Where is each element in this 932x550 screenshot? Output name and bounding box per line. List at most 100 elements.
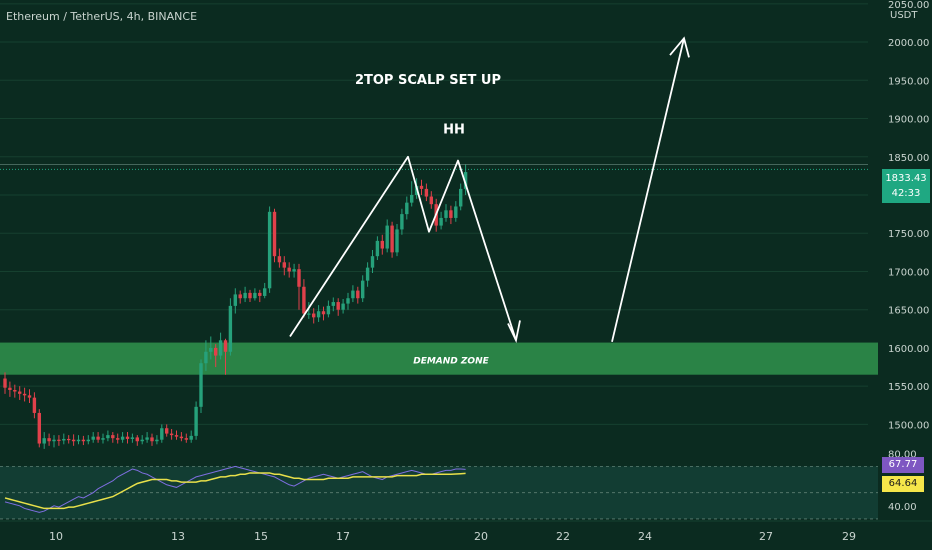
candle-body [248,292,252,299]
setup-title: 2TOP SCALP SET UP [355,73,501,88]
candle-body [27,395,32,398]
candle-body [47,438,51,442]
candle-body [341,303,345,310]
price-tick-label: 1600.00 [888,344,929,355]
candle-body [302,286,306,314]
candle-body [116,438,120,440]
candle-body [419,185,424,189]
candle-body [380,240,384,249]
rsi-ma-value-badge: 64.64 [882,476,924,492]
candle-body [429,196,433,205]
candle-body [81,439,86,442]
symbol-title: Ethereum / TetherUS, 4h, BINANCE [6,10,198,23]
rsi-tick-label: 80.00 [888,449,917,460]
candle-body [199,363,203,407]
candle-body [356,290,360,299]
candle-body [8,387,12,390]
candle-body [120,436,125,440]
candle-body [243,292,247,299]
candle-body [277,256,282,263]
candle-body [410,195,414,203]
double-top-path [289,155,517,341]
candle-body [18,391,22,394]
candle-body [71,439,76,442]
candle-body [385,225,389,249]
time-tick-label: 20 [474,530,488,543]
candle-body [57,439,61,441]
candle-body [292,269,296,272]
candle-body [179,436,184,439]
time-tick-label: 22 [556,530,570,543]
candle-body [42,438,46,444]
candle-body [111,435,115,439]
price-tick-label: 1950.00 [888,76,929,87]
price-tick-label: 2000.00 [888,38,929,49]
candle-body [194,406,198,436]
candle-body [184,438,188,440]
candle-body [307,313,311,315]
candle-body [258,292,262,296]
candle-body [312,313,316,318]
candle-body [67,438,71,441]
candle-body [351,290,355,299]
candle-body [125,436,130,439]
rsi-ma-line [4,472,466,510]
candle-body [439,217,443,226]
candle-body [400,214,404,230]
up-arrowhead [669,36,690,58]
last-price-badge: 1833.43 42:33 [882,169,930,203]
time-tick-label: 17 [336,530,350,543]
candle-body [395,229,399,253]
candle-body [52,439,56,442]
candle-body [160,428,164,440]
candle-body [135,437,139,442]
time-tick-label: 15 [254,530,268,543]
price-tick-label: 1500.00 [888,420,929,431]
candle-body [189,435,193,440]
bar-countdown: 42:33 [891,188,921,199]
candle-body [297,269,301,287]
last-price-value: 1833.43 [885,173,927,184]
price-tick-label: 1750.00 [888,229,929,240]
candle-body [13,390,17,392]
hh-label: HH [443,123,465,138]
candle-body [459,188,463,207]
candle-body [130,437,135,439]
candle-body [209,347,213,352]
candle-body [454,206,458,218]
candle-body [370,256,375,268]
price-tick-label: 1650.00 [888,306,929,317]
candle-body [218,340,223,356]
candle-body [155,439,159,442]
candle-body [86,439,90,442]
candle-body [424,188,429,197]
candle-body [96,436,100,440]
candle-body [375,240,380,257]
candle-body [282,262,286,268]
demand-zone [0,342,878,375]
price-tick-label: 1700.00 [888,267,929,278]
price-tick-label: 2050.00 [888,0,929,11]
time-tick-label: 27 [759,530,773,543]
candle-body [316,311,321,318]
candle-body [444,210,448,218]
candle-body [365,267,370,281]
time-tick-label: 29 [842,530,856,543]
candle-body [331,302,335,306]
candle-body [62,438,66,441]
time-tick-label: 13 [171,530,185,543]
candle-body [204,351,208,364]
time-tick-label: 10 [49,530,63,543]
candle-body [361,280,365,299]
time-tick-label: 24 [638,530,652,543]
price-axis-unit: USDT [890,10,918,21]
candle-body [326,305,331,315]
price-tick-label: 1900.00 [888,115,929,126]
candle-body [214,347,218,356]
candle-body [321,311,326,315]
candle-body [165,428,169,434]
price-tick-label: 1850.00 [888,153,929,164]
candle-body [336,302,340,310]
